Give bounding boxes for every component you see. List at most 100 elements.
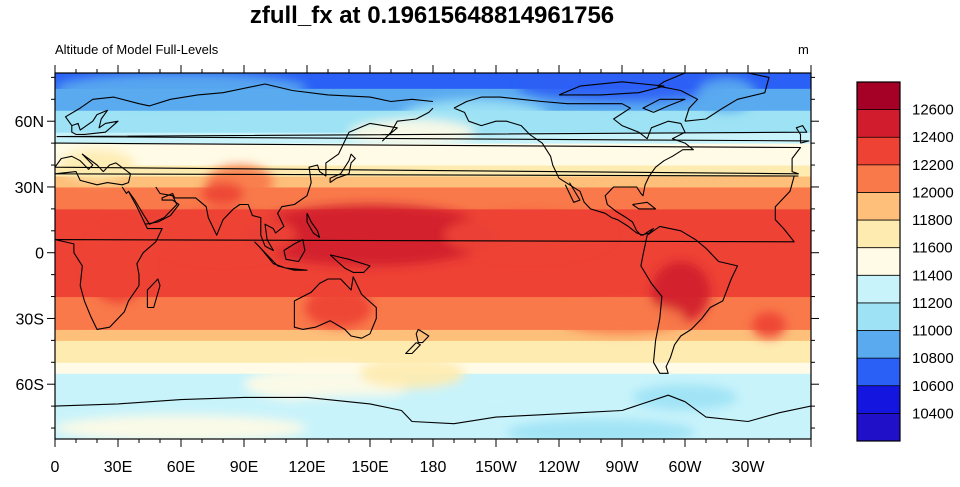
field-anomaly [651, 261, 711, 323]
field-band [55, 328, 811, 341]
colorbar: 12600 12400 12200 12000 11800 11600 11400 11200… [856, 81, 954, 442]
colorbar-label: 12400 [912, 129, 954, 146]
field-anomaly [559, 303, 685, 334]
colorbar-label: 11200 [912, 295, 953, 312]
field-band [55, 274, 811, 298]
coastline [329, 254, 371, 273]
coastline [56, 125, 810, 144]
colorbar-swatch [857, 82, 900, 110]
colorbar-swatch [857, 413, 900, 442]
colorbar-swatch [857, 164, 900, 193]
field-band [55, 153, 811, 166]
coastline [55, 394, 811, 425]
coastline [453, 96, 694, 236]
coastline [558, 81, 665, 96]
coastline [283, 239, 306, 263]
field-band [55, 317, 811, 330]
x-tick-label: 90W [606, 459, 640, 476]
colorbar-swatch [857, 137, 900, 166]
coastline [306, 213, 321, 238]
x-tick-label: 30E [104, 459, 132, 476]
field-band [55, 350, 811, 363]
colorbar-swatch [857, 385, 900, 414]
colorbar-label: 12600 [912, 102, 954, 119]
field-anomaly [359, 357, 465, 389]
colorbar-swatch [857, 109, 900, 138]
field-band [55, 142, 811, 155]
colorbar-swatch [857, 330, 900, 359]
x-tick-label: 60E [167, 459, 195, 476]
coastlines [55, 73, 811, 425]
x-tick-label: 150W [475, 459, 518, 476]
coastline [55, 142, 802, 186]
field-anomaly [304, 287, 373, 328]
map-title: zfull_fx at 0.19615648814961756 [249, 2, 615, 29]
field-anomaly [349, 119, 475, 146]
coastline [642, 98, 686, 113]
field-anomaly [632, 384, 738, 411]
colorbar-label: 11000 [912, 323, 953, 340]
coastline [71, 109, 119, 135]
field-anomaly [517, 73, 727, 102]
y-tick-label: 30N [15, 180, 44, 197]
y-axis-labels: 60N 30N 0 30S 60S [15, 114, 44, 394]
axis-ticks [47, 65, 819, 447]
colorbar-label: 10600 [912, 378, 954, 395]
variable-label: Altitude of Model Full-Levels [55, 42, 219, 57]
units-label: m [798, 42, 809, 57]
field-anomaly [275, 395, 465, 418]
coastline [55, 175, 795, 330]
field-anomaly [55, 414, 307, 439]
field-anomaly [202, 182, 244, 205]
y-tick-label: 0 [35, 246, 44, 263]
field-band [55, 197, 811, 210]
field-band [55, 76, 811, 89]
x-tick-label: 90E [230, 459, 258, 476]
y-tick-label: 60N [15, 114, 44, 131]
colorbar-label: 12200 [912, 157, 954, 174]
coastline [121, 107, 434, 252]
colorbar-swatch [857, 192, 900, 221]
coastline [640, 225, 739, 374]
coastline [128, 186, 178, 225]
x-tick-label: 120E [288, 459, 325, 476]
x-tick-label: 30W [732, 459, 766, 476]
colorbar-label: 12000 [912, 184, 954, 201]
field-band [55, 87, 811, 100]
colorbar-swatch [857, 220, 900, 248]
colorbar-label: 11400 [912, 267, 953, 284]
y-tick-label: 30S [16, 311, 44, 328]
field-anomaly [506, 419, 696, 439]
colorbar-swatch [857, 247, 900, 276]
coastline [632, 201, 657, 210]
field-band [55, 339, 811, 352]
colorbar-label: 10400 [912, 405, 954, 422]
x-tick-label: 0 [51, 459, 60, 476]
field-anomaly [697, 77, 757, 113]
field-band [55, 186, 811, 199]
colorbar-label: 11600 [912, 240, 953, 257]
x-tick-label: 120W [538, 459, 581, 476]
coastline [254, 241, 308, 271]
field-anomaly [55, 73, 307, 104]
coastline [415, 328, 430, 344]
coastline [146, 278, 161, 309]
x-tick-label: 180 [420, 459, 447, 476]
coastline [64, 83, 434, 126]
field-anomaly [443, 213, 612, 258]
x-tick-label: 150E [351, 459, 388, 476]
field-anomaly [752, 311, 786, 339]
colorbar-swatch [857, 275, 900, 304]
y-tick-label: 60S [16, 377, 44, 394]
colorbar-swatch [857, 302, 900, 331]
colorbar-label: 10800 [912, 350, 954, 367]
coastline [329, 153, 356, 184]
field-band [55, 175, 811, 188]
field-anomaly [149, 211, 297, 260]
field-band [55, 73, 811, 78]
x-tick-label: 60W [669, 459, 703, 476]
colorbar-label: 11800 [912, 212, 953, 229]
coastline [405, 342, 421, 355]
coastline [657, 73, 770, 122]
